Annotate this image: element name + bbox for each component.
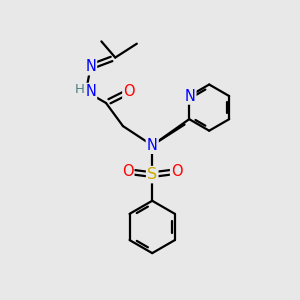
Text: S: S xyxy=(147,167,157,182)
Text: N: N xyxy=(85,59,96,74)
Text: N: N xyxy=(147,138,158,153)
Text: O: O xyxy=(123,84,135,99)
Text: H: H xyxy=(75,82,85,96)
Text: O: O xyxy=(122,164,134,179)
Text: O: O xyxy=(171,164,183,179)
Text: N: N xyxy=(85,84,96,99)
Text: N: N xyxy=(184,88,195,104)
